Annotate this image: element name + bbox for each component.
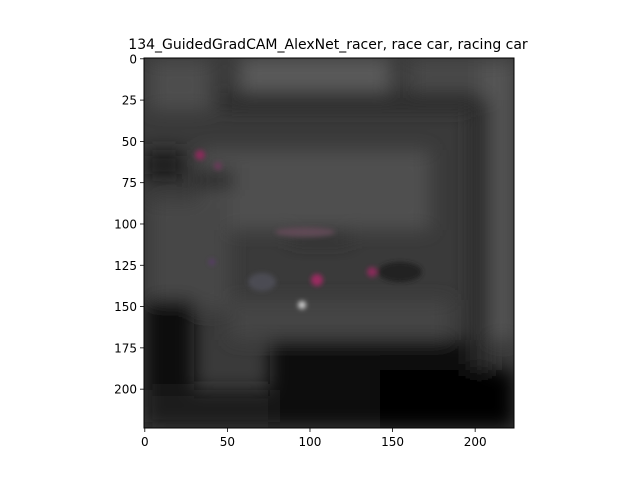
x-tick-label: 50 — [220, 435, 235, 449]
figure-title: 134_GuidedGradCAM_AlexNet_racer, race ca… — [128, 37, 528, 53]
x-axis: 0 50 100 150 200 — [141, 428, 487, 449]
y-tick-label: 175 — [114, 341, 137, 355]
y-axis: 0 25 50 75 100 125 150 175 200 — [114, 52, 144, 397]
y-tick-label: 150 — [114, 300, 137, 314]
saliency-image — [144, 58, 514, 428]
y-tick-label: 125 — [114, 259, 137, 273]
x-tick-label: 200 — [464, 435, 487, 449]
y-tick-label: 75 — [122, 176, 137, 190]
y-tick-label: 100 — [114, 217, 137, 231]
y-tick-label: 50 — [122, 135, 137, 149]
axes-frame — [143, 57, 515, 429]
y-tick-label: 200 — [114, 383, 137, 397]
y-tick-label: 0 — [129, 52, 137, 66]
x-tick-label: 0 — [141, 435, 149, 449]
x-tick-label: 100 — [299, 435, 322, 449]
x-tick-label: 150 — [381, 435, 404, 449]
y-tick-label: 25 — [122, 94, 137, 108]
